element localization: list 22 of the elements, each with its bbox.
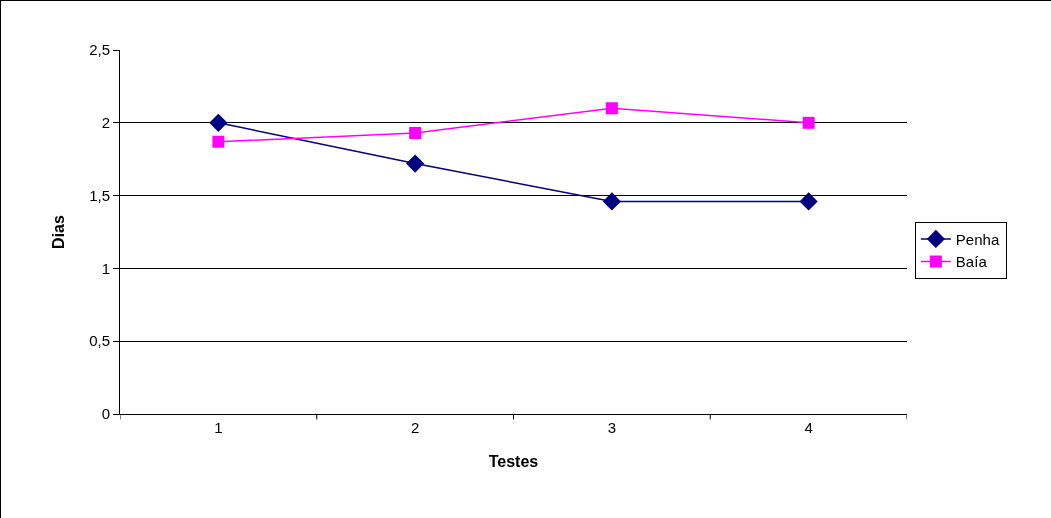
y-tick-label: 0 xyxy=(101,405,110,423)
point xyxy=(605,102,618,115)
y-tick-label: 0,5 xyxy=(89,332,110,350)
x-tick-label: 3 xyxy=(607,419,617,436)
y-axis-title: Dias xyxy=(50,215,68,249)
point xyxy=(799,192,818,211)
x-axis-title: Testes xyxy=(488,452,539,470)
y-tick-label: 2,5 xyxy=(89,41,110,59)
point xyxy=(409,126,422,139)
x-tick-label: 1 xyxy=(214,419,223,436)
y-tick-label: 2 xyxy=(101,114,110,132)
x-tick-label: 4 xyxy=(804,419,813,436)
point xyxy=(602,192,621,211)
y-tick-label: 1,5 xyxy=(89,186,110,204)
y-tick-label: 1 xyxy=(101,259,110,277)
point xyxy=(212,135,225,148)
point xyxy=(802,116,815,129)
legend-label: Baía xyxy=(955,253,988,271)
point xyxy=(209,113,228,132)
legend-label: Penha xyxy=(955,230,1000,248)
x-tick-label: 2 xyxy=(410,419,420,436)
point xyxy=(406,154,425,173)
